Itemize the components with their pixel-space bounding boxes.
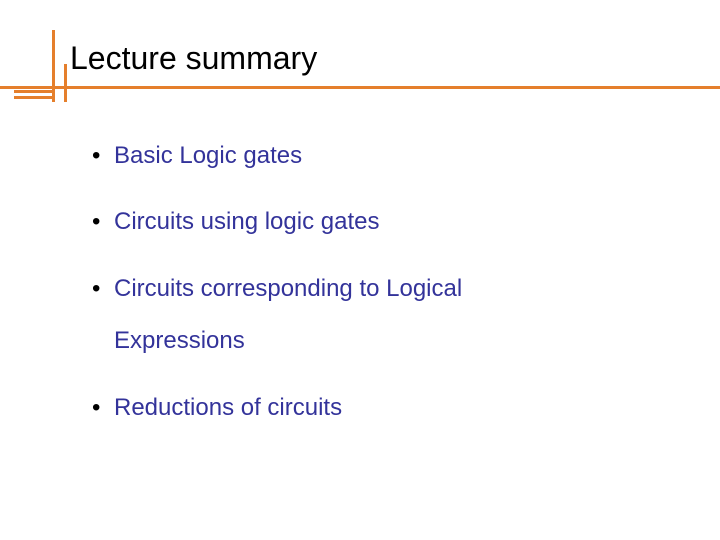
bullet-item: Circuits corresponding to Logical [92, 273, 652, 305]
decor-tick-1 [52, 30, 55, 102]
title-rule [0, 86, 720, 89]
slide-title: Lecture summary [70, 40, 317, 77]
bullet-text: Circuits corresponding to Logical [114, 275, 462, 302]
content-area: Basic Logic gates Circuits using logic g… [92, 140, 652, 458]
title-wrap: Lecture summary [70, 40, 317, 77]
bullet-text: Reductions of circuits [114, 394, 342, 421]
rule-stub [14, 90, 52, 99]
decor-tick-2 [64, 64, 67, 102]
rule-main [0, 86, 720, 89]
bullet-item: Circuits using logic gates [92, 206, 652, 238]
bullet-text: Basic Logic gates [114, 142, 302, 169]
bullet-item: Reductions of circuits [92, 392, 652, 424]
bullet-list-2: Reductions of circuits [92, 392, 652, 424]
slide: Lecture summary Basic Logic gates Circui… [0, 0, 720, 540]
bullet-item: Basic Logic gates [92, 140, 652, 172]
bullet-list: Basic Logic gates Circuits using logic g… [92, 140, 652, 305]
bullet-continuation: Expressions [92, 325, 652, 357]
bullet-text: Circuits using logic gates [114, 208, 379, 235]
